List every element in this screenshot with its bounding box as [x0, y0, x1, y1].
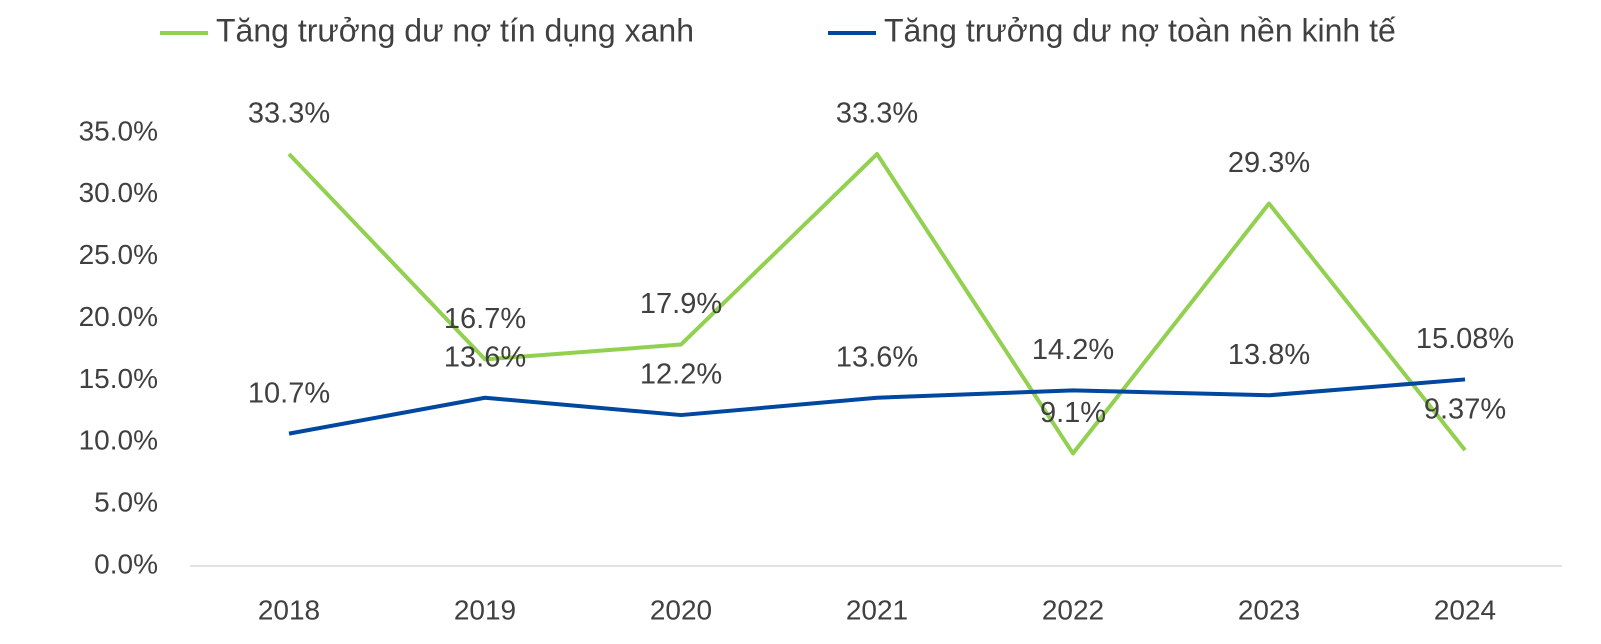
y-tick-label: 15.0%	[79, 363, 158, 394]
y-tick-label: 10.0%	[79, 425, 158, 456]
x-tick-label: 2023	[1238, 594, 1300, 625]
data-label: 12.2%	[640, 359, 722, 391]
y-tick-label: 0.0%	[94, 548, 158, 579]
data-line	[287, 152, 1467, 456]
y-tick-label: 30.0%	[79, 177, 158, 208]
data-label: 9.37%	[1424, 394, 1506, 426]
x-tick-label: 2018	[258, 594, 320, 625]
data-label: 10.7%	[248, 377, 330, 409]
x-tick-label: 2022	[1042, 594, 1104, 625]
y-tick-label: 25.0%	[79, 239, 158, 270]
y-tick-label: 5.0%	[94, 487, 158, 518]
y-tick-label: 35.0%	[79, 115, 158, 146]
data-label: 13.8%	[1228, 339, 1310, 371]
data-label: 14.2%	[1032, 334, 1114, 366]
legend-label: Tăng trưởng dư nợ tín dụng xanh	[216, 12, 694, 48]
legend-label: Tăng trưởng dư nợ toàn nền kinh tế	[884, 12, 1396, 48]
data-label: 17.9%	[640, 288, 722, 320]
data-label: 15.08%	[1416, 323, 1514, 355]
data-line	[288, 377, 1466, 436]
data-label: 13.6%	[836, 341, 918, 373]
y-tick-label: 20.0%	[79, 301, 158, 332]
data-label: 33.3%	[248, 98, 330, 130]
data-label: 13.6%	[444, 341, 526, 373]
x-tick-label: 2024	[1434, 594, 1496, 625]
data-label: 29.3%	[1228, 147, 1310, 179]
x-tick-label: 2019	[454, 594, 516, 625]
x-tick-label: 2020	[650, 594, 712, 625]
data-label: 9.1%	[1040, 397, 1106, 429]
x-tick-label: 2021	[846, 594, 908, 625]
data-label: 33.3%	[836, 98, 918, 130]
data-label: 16.7%	[444, 303, 526, 335]
